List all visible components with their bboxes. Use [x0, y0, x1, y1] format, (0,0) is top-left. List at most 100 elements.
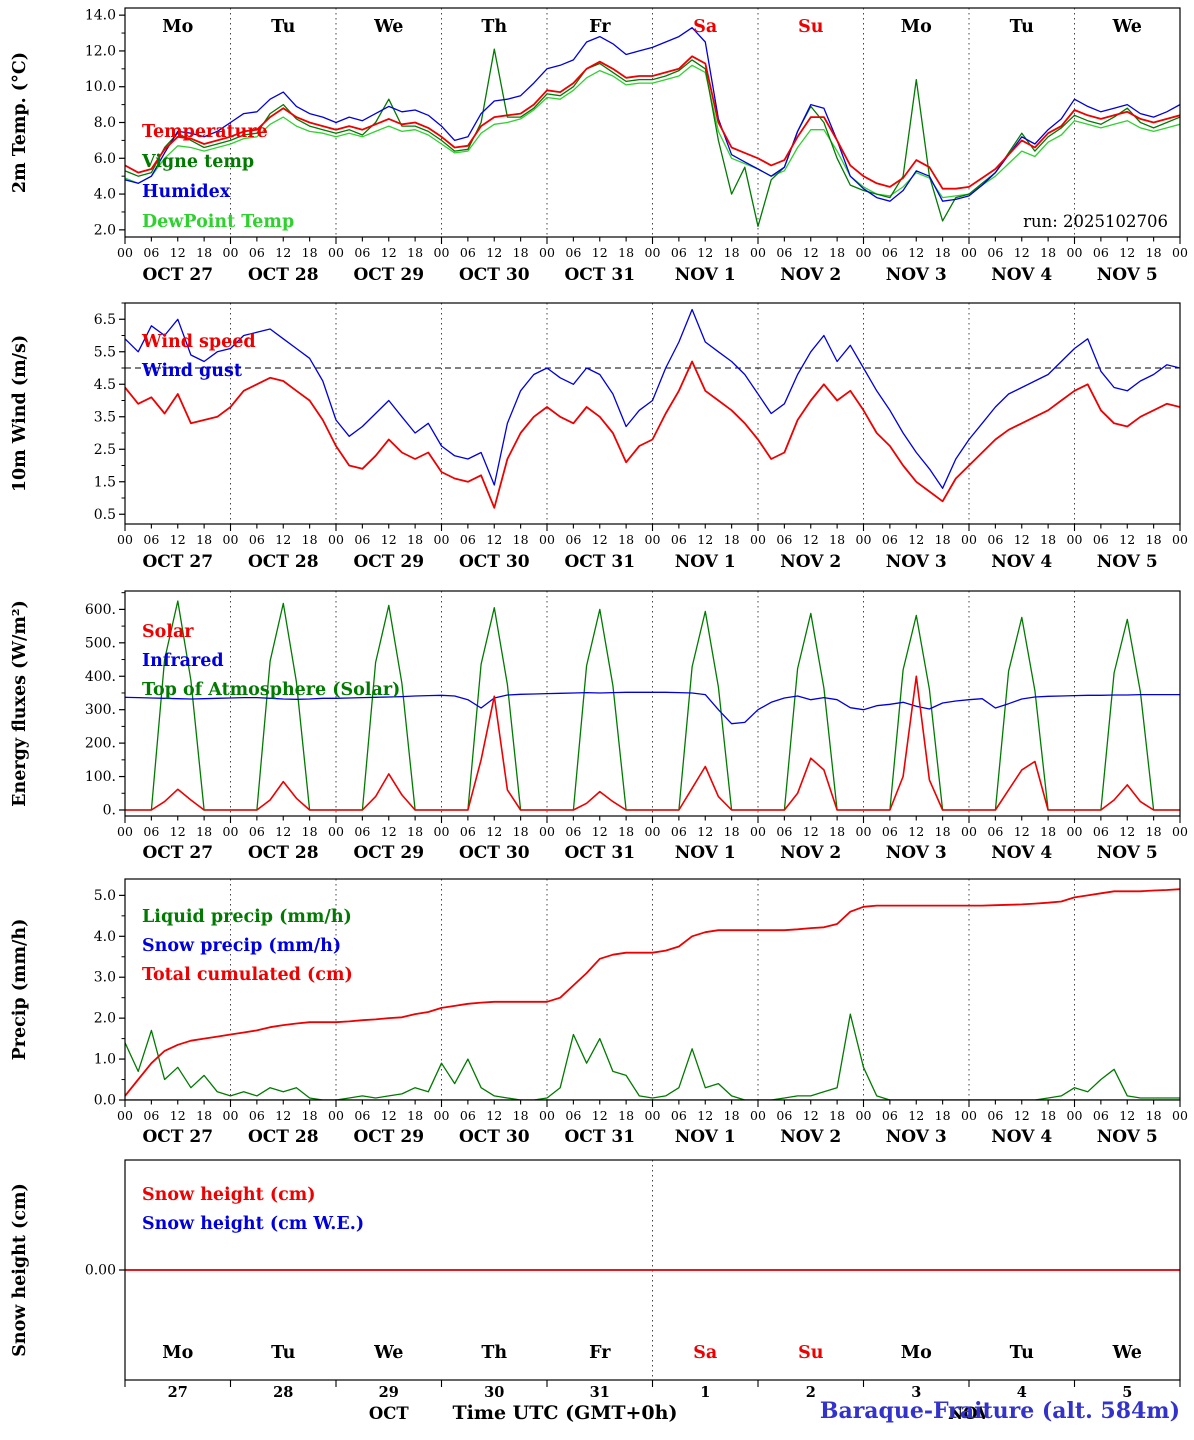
svg-text:00: 00: [539, 245, 555, 260]
svg-text:00: 00: [117, 824, 133, 839]
svg-text:18: 18: [829, 1108, 845, 1123]
svg-text:12: 12: [592, 824, 608, 839]
svg-text:Fr: Fr: [589, 1343, 611, 1363]
svg-text:06: 06: [460, 824, 476, 839]
svg-text:Wind gust: Wind gust: [141, 361, 242, 381]
svg-text:NOV 2: NOV 2: [780, 1127, 841, 1147]
svg-text:12: 12: [803, 245, 819, 260]
svg-text:Energy fluxes (W/m²): Energy fluxes (W/m²): [10, 600, 30, 807]
svg-text:06: 06: [249, 532, 265, 547]
svg-text:00: 00: [117, 1108, 133, 1123]
svg-text:400.: 400.: [85, 669, 116, 685]
svg-text:12: 12: [592, 532, 608, 547]
svg-text:12: 12: [592, 245, 608, 260]
svg-text:2: 2: [806, 1384, 816, 1401]
svg-text:18: 18: [407, 1108, 423, 1123]
wind-panel: 0.5 1.5 2.5 3.5 4.5 5.5 6.5 00 06 12 18 00 06 12 18 00 0…: [10, 302, 1188, 572]
svg-text:06: 06: [671, 532, 687, 547]
svg-text:Th: Th: [481, 1343, 507, 1363]
svg-text:06: 06: [987, 532, 1003, 547]
svg-text:18: 18: [513, 245, 529, 260]
svg-text:29: 29: [379, 1384, 399, 1401]
precipitation-panel: 0.0 1.0 2.0 3.0 4.0 5.0 00 06 12 18 00 06 12 18 00 06 12…: [10, 878, 1188, 1147]
svg-text:4.0: 4.0: [94, 187, 116, 203]
svg-text:00: 00: [856, 245, 872, 260]
svg-text:00: 00: [750, 824, 766, 839]
svg-text:run: 2025102706: run: 2025102706: [1023, 212, 1168, 231]
svg-text:00: 00: [223, 532, 239, 547]
svg-text:5.0: 5.0: [94, 888, 116, 904]
svg-text:OCT 31: OCT 31: [564, 843, 635, 863]
svg-text:200.: 200.: [85, 736, 116, 752]
svg-text:OCT 30: OCT 30: [459, 265, 530, 285]
svg-text:Tu: Tu: [1010, 1343, 1034, 1363]
svg-text:06: 06: [460, 245, 476, 260]
svg-text:06: 06: [565, 1108, 581, 1123]
svg-text:OCT 29: OCT 29: [353, 552, 424, 572]
svg-text:OCT 29: OCT 29: [353, 843, 424, 863]
svg-text:18: 18: [196, 245, 212, 260]
svg-text:18: 18: [724, 245, 740, 260]
svg-text:18: 18: [618, 1108, 634, 1123]
svg-text:NOV 5: NOV 5: [1097, 1127, 1158, 1147]
svg-text:12: 12: [697, 532, 713, 547]
svg-text:18: 18: [618, 824, 634, 839]
svg-text:NOV 4: NOV 4: [991, 552, 1052, 572]
svg-text:1.0: 1.0: [94, 1052, 116, 1068]
svg-text:OCT 28: OCT 28: [248, 552, 319, 572]
svg-text:12: 12: [1119, 532, 1135, 547]
svg-text:00: 00: [328, 532, 344, 547]
svg-text:We: We: [1112, 17, 1142, 37]
svg-text:18: 18: [196, 532, 212, 547]
svg-text:12: 12: [486, 1108, 502, 1123]
svg-text:18: 18: [196, 1108, 212, 1123]
svg-text:Mo: Mo: [162, 17, 193, 37]
svg-text:18: 18: [302, 824, 318, 839]
svg-text:Sa: Sa: [693, 17, 717, 37]
svg-text:06: 06: [249, 824, 265, 839]
svg-text:Snow height (cm W.E.): Snow height (cm W.E.): [142, 1214, 364, 1234]
svg-text:00: 00: [223, 1108, 239, 1123]
svg-text:OCT 31: OCT 31: [564, 552, 635, 572]
svg-text:2.0: 2.0: [94, 222, 116, 238]
svg-text:00: 00: [1172, 532, 1188, 547]
svg-text:06: 06: [776, 824, 792, 839]
svg-text:00: 00: [539, 1108, 555, 1123]
svg-text:NOV 5: NOV 5: [1097, 265, 1158, 285]
svg-text:06: 06: [1093, 532, 1109, 547]
svg-text:18: 18: [829, 532, 845, 547]
svg-text:Fr: Fr: [589, 17, 611, 37]
svg-text:06: 06: [776, 532, 792, 547]
svg-text:12: 12: [697, 1108, 713, 1123]
svg-text:00: 00: [750, 532, 766, 547]
svg-text:DewPoint Temp: DewPoint Temp: [142, 212, 294, 232]
svg-text:00: 00: [328, 824, 344, 839]
svg-text:Precip (mm/h): Precip (mm/h): [10, 919, 30, 1061]
svg-text:06: 06: [1093, 824, 1109, 839]
svg-text:12: 12: [1119, 1108, 1135, 1123]
svg-text:06: 06: [354, 532, 370, 547]
svg-text:12: 12: [1014, 1108, 1030, 1123]
energy-flux-panel: 0. 100. 200. 300. 400. 500. 600. 00 06 12 18 00 06 12…: [10, 590, 1188, 863]
svg-text:Temperature: Temperature: [142, 122, 268, 142]
svg-text:We: We: [373, 1343, 403, 1363]
svg-text:1.5: 1.5: [94, 474, 116, 490]
svg-text:OCT 31: OCT 31: [564, 265, 635, 285]
svg-text:18: 18: [1146, 1108, 1162, 1123]
svg-text:12: 12: [486, 532, 502, 547]
svg-text:We: We: [1112, 1343, 1142, 1363]
svg-text:0.0: 0.0: [94, 1093, 116, 1109]
svg-text:OCT 27: OCT 27: [142, 265, 213, 285]
svg-text:00: 00: [539, 824, 555, 839]
svg-text:0.5: 0.5: [94, 507, 116, 523]
svg-text:2m Temp. (°C): 2m Temp. (°C): [10, 52, 30, 193]
svg-text:00: 00: [645, 824, 661, 839]
svg-text:5.5: 5.5: [94, 344, 116, 360]
svg-text:12: 12: [486, 824, 502, 839]
svg-text:Tu: Tu: [271, 1343, 295, 1363]
svg-text:06: 06: [776, 1108, 792, 1123]
svg-text:1: 1: [700, 1384, 710, 1401]
svg-text:0.00: 0.00: [85, 1263, 116, 1279]
svg-text:NOV 1: NOV 1: [675, 265, 736, 285]
